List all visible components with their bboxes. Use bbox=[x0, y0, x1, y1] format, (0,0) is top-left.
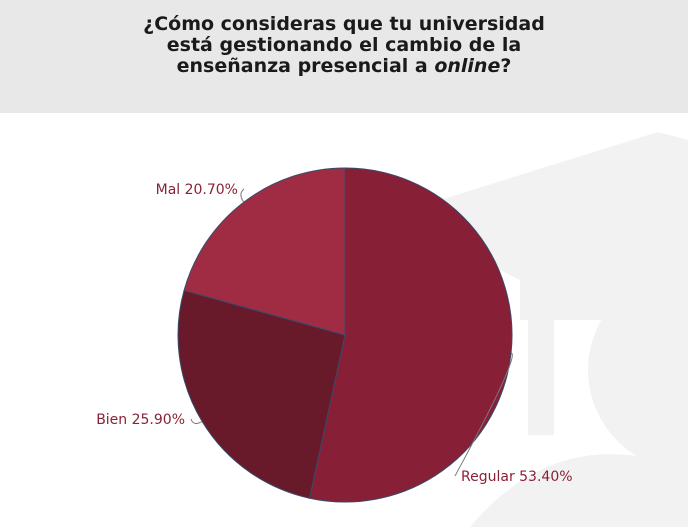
leader-line-regular bbox=[454, 352, 513, 477]
pie-slice-regular bbox=[308, 167, 513, 503]
leader-line-bien bbox=[190, 418, 203, 424]
title-line-2: está gestionando el cambio de la bbox=[166, 34, 522, 56]
title-line-1: ¿Cómo consideras que tu universidad bbox=[143, 13, 545, 35]
pie-label-bien: Bien 25.90% bbox=[96, 412, 185, 428]
pie-label-mal: Mal 20.70% bbox=[156, 182, 238, 198]
title-emphasis: online bbox=[434, 55, 501, 77]
title-line-3: enseñanza presencial a online? bbox=[0, 56, 688, 77]
graduation-cap-watermark-icon bbox=[440, 132, 688, 527]
title-banner: ¿Cómo consideras que tu universidad está… bbox=[0, 0, 688, 113]
pie-labels: Regular 53.40% Bien 25.90% Mal 20.70% bbox=[96, 182, 572, 485]
leader-line-mal bbox=[240, 188, 245, 203]
label-leader-lines bbox=[190, 188, 513, 477]
title-line-3-suffix: ? bbox=[500, 55, 512, 77]
title-line-3-prefix: enseñanza presencial a bbox=[176, 55, 435, 77]
chart-title: ¿Cómo consideras que tu universidad está… bbox=[0, 14, 688, 77]
pie-slices bbox=[177, 167, 513, 503]
pie-label-regular: Regular 53.40% bbox=[461, 469, 573, 485]
pie-slice-mal bbox=[183, 167, 346, 336]
